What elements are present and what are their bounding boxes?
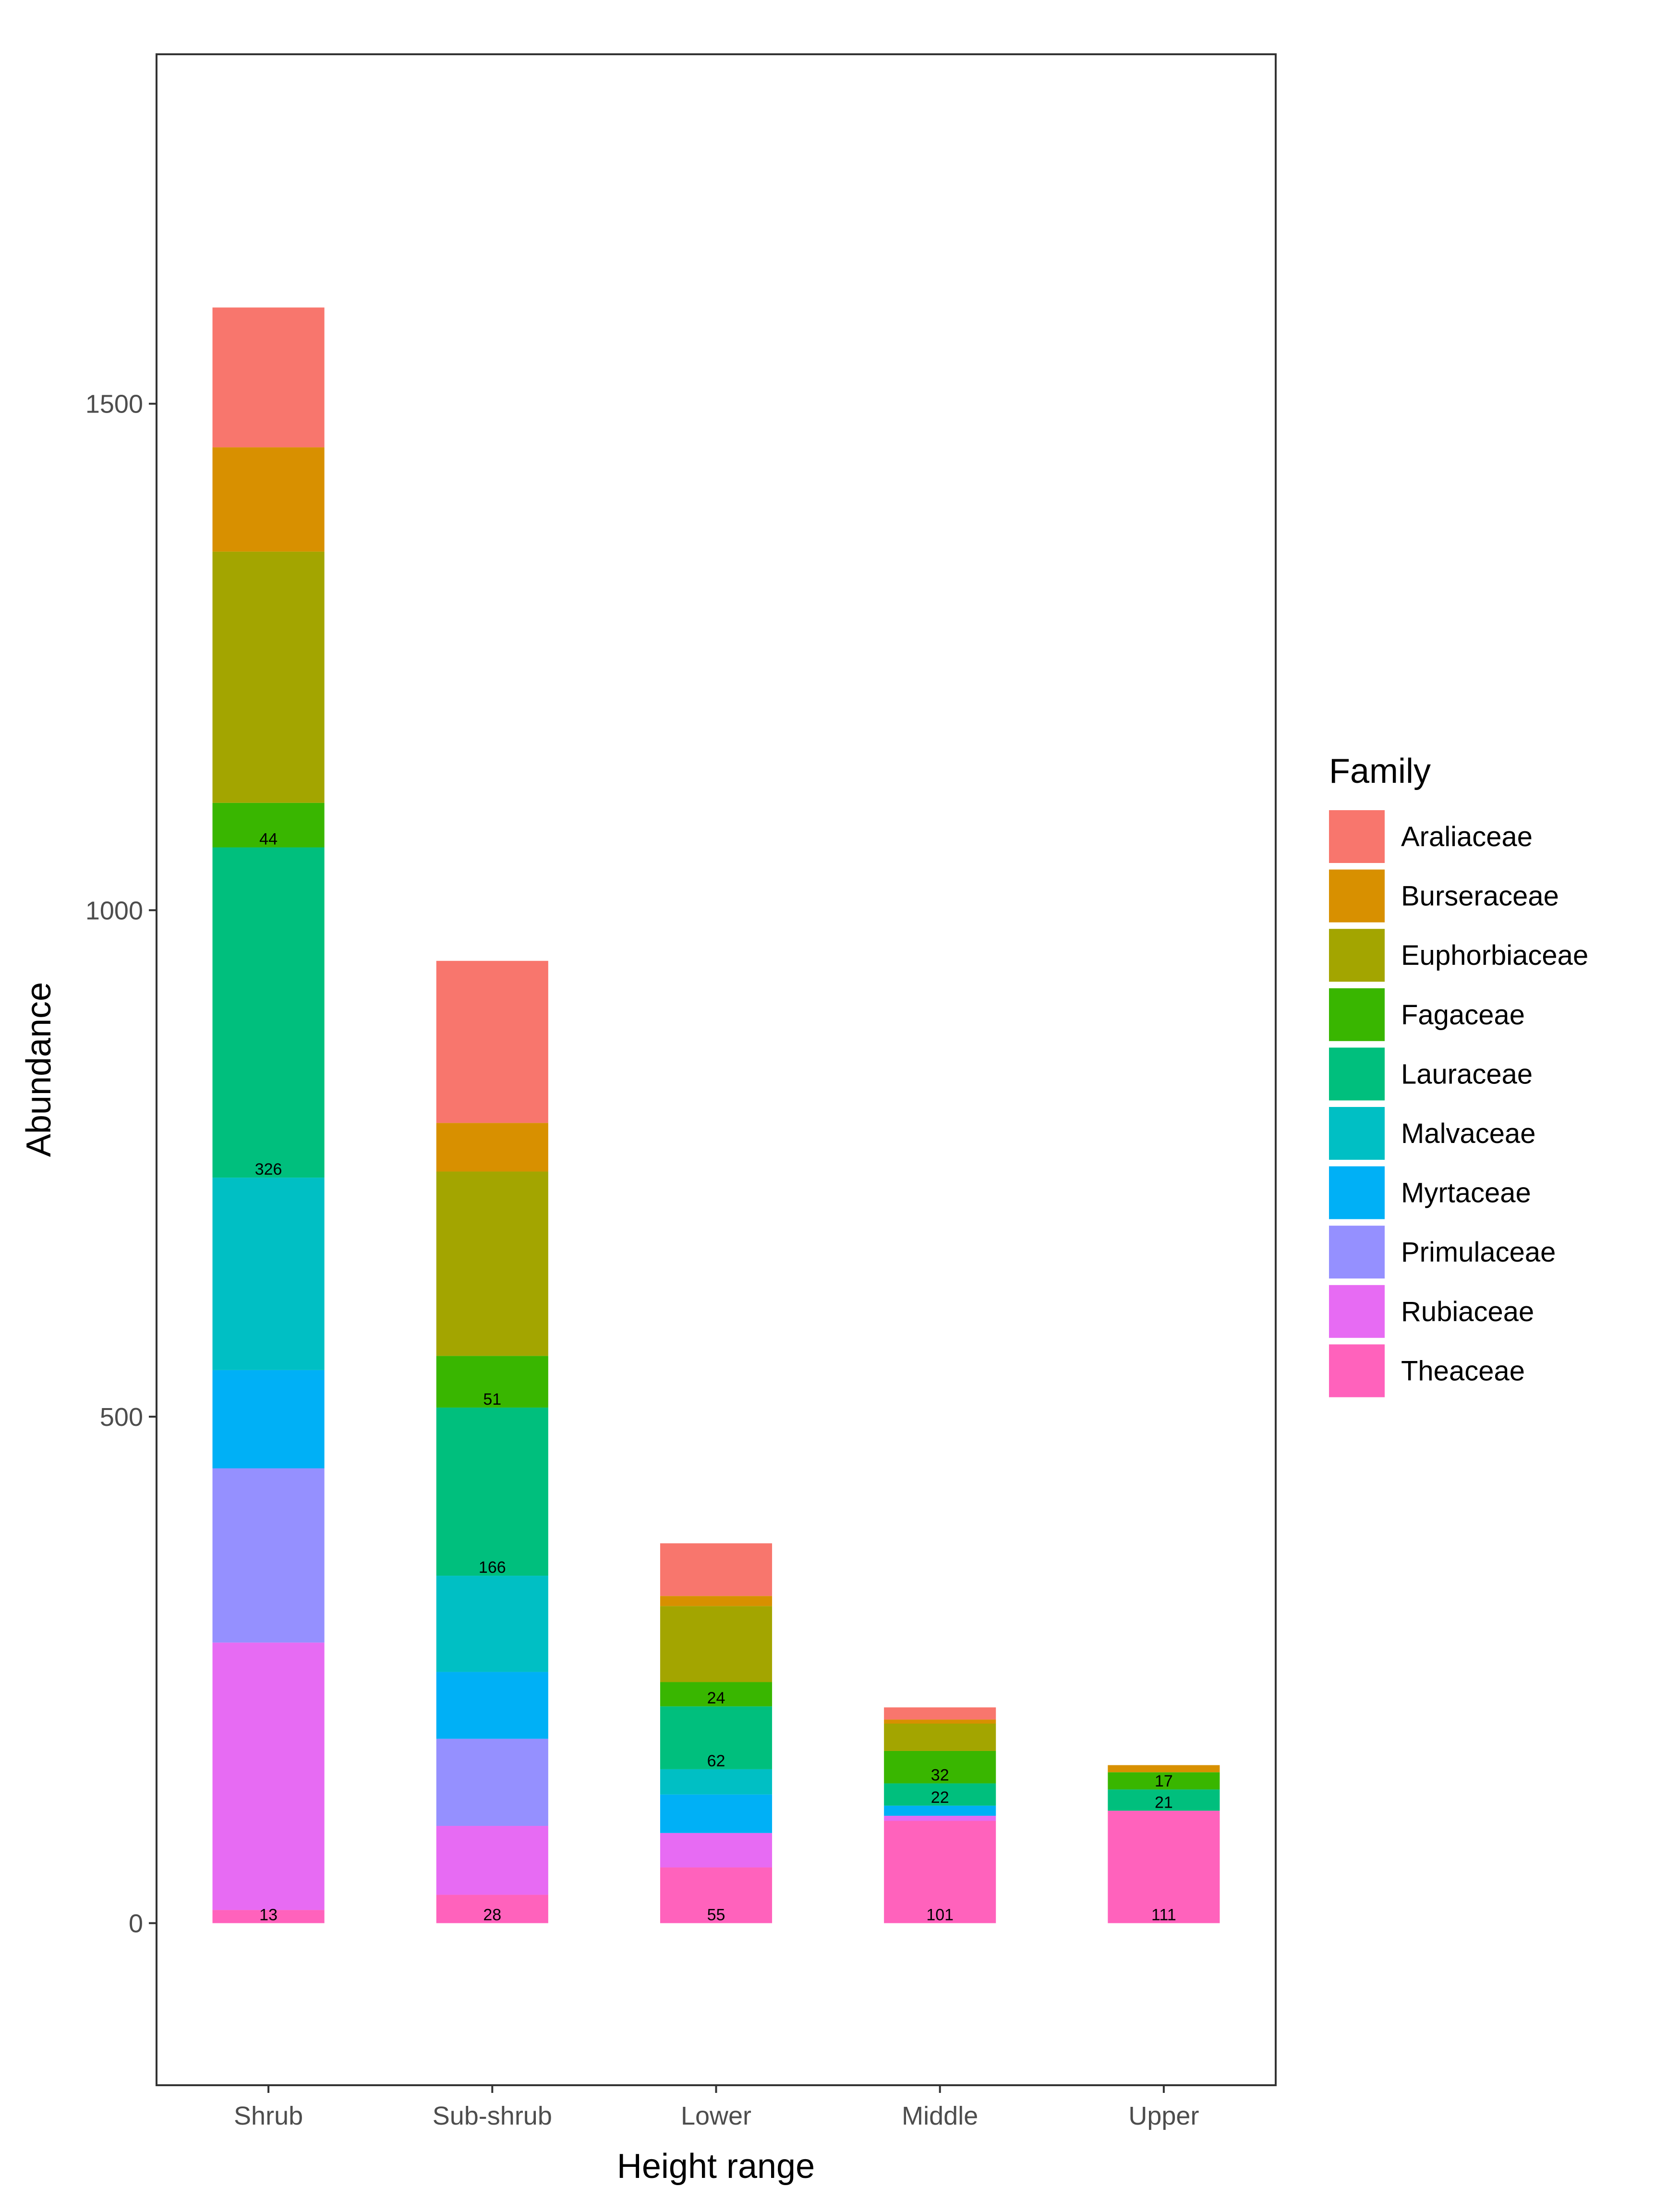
legend-key-myrtaceae	[1329, 1166, 1385, 1219]
bar-segment-myrtaceae-shrub	[212, 1370, 325, 1469]
segment-value-label: 21	[1155, 1793, 1173, 1811]
bar-segment-myrtaceae-sub-shrub	[436, 1672, 548, 1739]
y-tick-label: 0	[129, 1909, 143, 1938]
legend-label-araliaceae: Araliaceae	[1401, 821, 1533, 852]
bar-segment-malvaceae-sub-shrub	[436, 1576, 548, 1672]
bar-segment-lauraceae-lower	[660, 1706, 773, 1769]
bars-group	[212, 307, 1220, 1923]
legend-key-burseraceae	[1329, 869, 1385, 923]
x-tick-label: Middle	[902, 2102, 978, 2130]
bar-segment-burseraceae-shrub	[212, 447, 325, 552]
x-tick-label: Lower	[681, 2102, 751, 2130]
bar-segment-araliaceae-middle	[884, 1707, 996, 1720]
bar-segment-fagaceae-sub-shrub	[436, 1356, 548, 1408]
bar-segment-lauraceae-sub-shrub	[436, 1407, 548, 1576]
bar-segment-euphorbiaceae-middle	[884, 1724, 996, 1751]
y-tick-label: 500	[100, 1403, 143, 1432]
segment-value-label: 28	[483, 1906, 501, 1924]
y-axis: 0 500 1000 1500	[85, 390, 157, 1938]
bar-segment-primulaceae-shrub	[212, 1468, 325, 1643]
bar-segment-myrtaceae-lower	[660, 1794, 773, 1833]
segment-value-label: 326	[255, 1160, 282, 1179]
bar-segment-malvaceae-shrub	[212, 1178, 325, 1370]
bar-segment-euphorbiaceae-shrub	[212, 551, 325, 803]
bar-segment-malvaceae-lower	[660, 1769, 773, 1795]
bar-segment-theaceae-lower	[660, 1867, 773, 1923]
bar-segment-rubiaceae-shrub	[212, 1642, 325, 1910]
x-tick-label: Shrub	[234, 2102, 303, 2130]
segment-value-label: 13	[259, 1906, 278, 1924]
segment-value-label: 166	[479, 1558, 506, 1577]
legend-key-primulaceae	[1329, 1226, 1385, 1279]
legend-label-myrtaceae: Myrtaceae	[1401, 1178, 1531, 1209]
bar-segment-theaceae-sub-shrub	[436, 1895, 548, 1923]
legend-label-fagaceae: Fagaceae	[1401, 999, 1525, 1031]
bar-segment-fagaceae-shrub	[212, 802, 325, 848]
legend-label-rubiaceae: Rubiaceae	[1401, 1296, 1534, 1327]
segment-value-label: 24	[707, 1689, 725, 1707]
x-tick-label: Upper	[1128, 2102, 1199, 2130]
bar-segment-lauraceae-middle	[884, 1783, 996, 1806]
segment-value-label: 22	[931, 1788, 949, 1807]
x-axis: Shrub Sub-shrub Lower Middle Upper	[234, 2085, 1199, 2130]
bar-segment-burseraceae-upper	[1108, 1765, 1220, 1773]
bar-segment-rubiaceae-lower	[660, 1833, 773, 1868]
bar-segment-theaceae-upper	[1108, 1811, 1220, 1923]
bar-segment-burseraceae-sub-shrub	[436, 1123, 548, 1172]
legend-label-malvaceae: Malvaceae	[1401, 1118, 1535, 1149]
legend: Family Araliaceae Burseraceae Euphorbiacea…	[1329, 752, 1588, 1398]
legend-key-theaceae	[1329, 1344, 1385, 1398]
y-tick-label: 1000	[85, 896, 143, 925]
legend-key-malvaceae	[1329, 1107, 1385, 1160]
bar-segment-theaceae-shrub	[212, 1910, 325, 1923]
legend-label-lauraceae: Lauraceae	[1401, 1058, 1533, 1090]
bar-segment-rubiaceae-sub-shrub	[436, 1826, 548, 1895]
segment-value-label: 32	[931, 1766, 949, 1784]
segment-value-label: 17	[1155, 1772, 1173, 1790]
bar-segment-araliaceae-shrub	[212, 307, 325, 448]
legend-key-lauraceae	[1329, 1047, 1385, 1101]
bar-segment-myrtaceae-middle	[884, 1805, 996, 1816]
legend-key-euphorbiaceae	[1329, 929, 1385, 982]
bar-segment-araliaceae-sub-shrub	[436, 960, 548, 1123]
segment-value-label: 111	[1151, 1906, 1176, 1924]
segment-value-label: 51	[483, 1390, 501, 1409]
legend-label-primulaceae: Primulaceae	[1401, 1237, 1556, 1268]
bar-segment-euphorbiaceae-sub-shrub	[436, 1171, 548, 1356]
y-axis-title: Abundance	[20, 982, 58, 1157]
x-axis-title: Height range	[617, 2147, 815, 2186]
bar-segment-euphorbiaceae-lower	[660, 1606, 773, 1682]
segment-value-label: 44	[259, 830, 278, 849]
bar-segment-burseraceae-middle	[884, 1719, 996, 1724]
bar-segment-fagaceae-upper	[1108, 1772, 1220, 1790]
legend-key-araliaceae	[1329, 810, 1385, 863]
segment-value-label: 55	[707, 1906, 725, 1924]
bar-segment-fagaceae-middle	[884, 1750, 996, 1784]
legend-label-burseraceae: Burseraceae	[1401, 881, 1559, 912]
y-tick-label: 1500	[85, 390, 143, 419]
bar-segment-fagaceae-lower	[660, 1682, 773, 1707]
x-tick-label: Sub-shrub	[433, 2102, 552, 2130]
bar-segment-araliaceae-lower	[660, 1543, 773, 1596]
bar-segment-theaceae-middle	[884, 1821, 996, 1923]
legend-label-theaceae: Theaceae	[1401, 1355, 1525, 1386]
legend-title: Family	[1329, 752, 1431, 790]
bar-segment-burseraceae-lower	[660, 1596, 773, 1606]
legend-key-rubiaceae	[1329, 1285, 1385, 1338]
bar-segment-lauraceae-upper	[1108, 1789, 1220, 1811]
legend-key-fagaceae	[1329, 988, 1385, 1041]
legend-label-euphorbiaceae: Euphorbiaceae	[1401, 940, 1588, 971]
segment-value-label: 62	[707, 1752, 725, 1770]
segment-labels-group: 13 326 44 28 166 51 55 62 24 101 22 32 111 21 17	[255, 830, 1176, 1924]
bar-segment-primulaceae-sub-shrub	[436, 1738, 548, 1826]
bar-segment-rubiaceae-middle	[884, 1815, 996, 1821]
bar-segment-lauraceae-shrub	[212, 847, 325, 1178]
segment-value-label: 101	[926, 1906, 954, 1924]
